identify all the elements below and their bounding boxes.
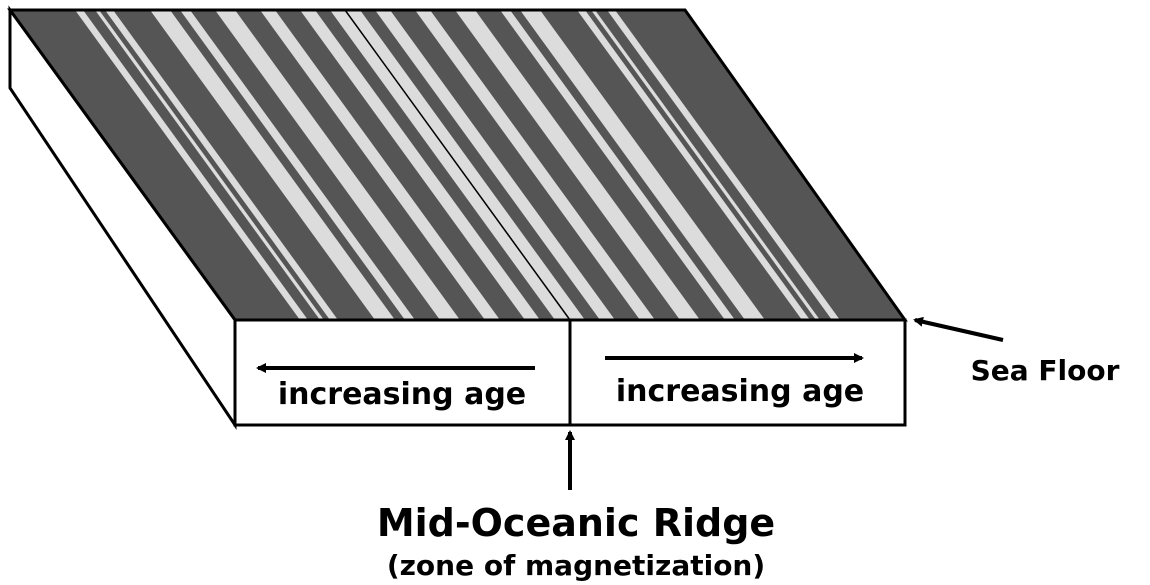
stripe xyxy=(83,10,320,320)
age-label: increasing age xyxy=(278,377,526,412)
stripe xyxy=(170,10,405,320)
stripe xyxy=(390,10,640,320)
stripe xyxy=(113,10,375,320)
sea-floor-arrow xyxy=(913,316,1004,342)
ridge-note: (zone of magnetization) xyxy=(387,549,765,582)
stripe xyxy=(360,10,600,320)
ridge-line xyxy=(344,9,571,321)
stripe xyxy=(235,10,485,320)
stripe xyxy=(540,10,802,320)
stripe xyxy=(595,10,832,320)
stripe xyxy=(315,10,555,320)
magnetic-stripes xyxy=(10,10,905,320)
stripe xyxy=(10,10,300,320)
stripe xyxy=(510,10,745,320)
stripe xyxy=(430,10,680,320)
stripe xyxy=(615,10,905,320)
stripe xyxy=(475,10,725,320)
stripe xyxy=(585,10,816,320)
ridge-label: Mid-Oceanic Ridge xyxy=(377,501,775,545)
sea-floor-label: Sea Floor xyxy=(971,354,1120,387)
stripe xyxy=(99,10,330,320)
stripe xyxy=(190,10,440,320)
stripe xyxy=(275,10,525,320)
age-label: increasing age xyxy=(616,374,864,409)
